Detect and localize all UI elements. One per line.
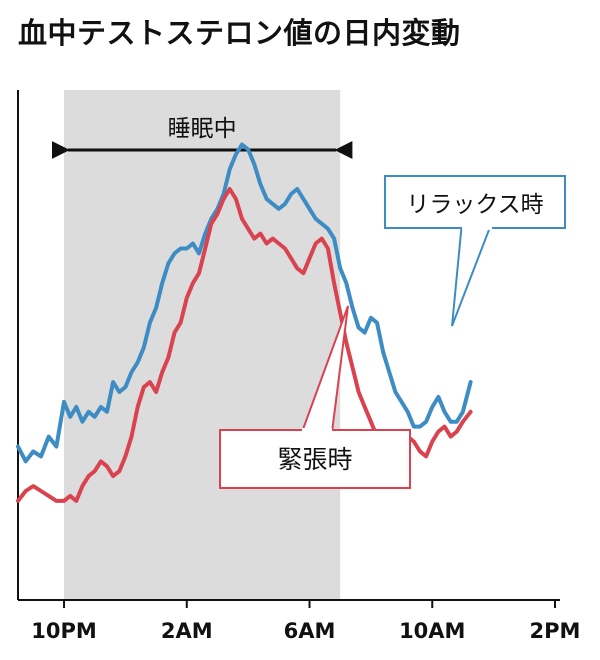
relax-callout-text: リラックス時 [406, 192, 543, 218]
tense-callout-text: 緊張時 [277, 445, 352, 474]
x-tick-group: 10PM 2AM 6AM 10AM 2PM [31, 600, 580, 643]
x-tick-label: 2AM [161, 619, 213, 643]
sleep-label: 睡眠中 [168, 116, 237, 142]
tense-callout-box [219, 429, 411, 489]
tense-callout: 緊張時 [219, 305, 411, 489]
x-tick-label: 2PM [530, 619, 581, 643]
x-tick-label: 10PM [31, 619, 97, 643]
x-tick-label: 10AM [399, 619, 465, 643]
x-tick-label: 6AM [284, 619, 336, 643]
series-line-relax [16, 142, 473, 464]
relax-callout-pointer [451, 221, 494, 327]
sleep-period-band [64, 90, 341, 600]
chart-title: 血中テストステロン値の日内変動 [18, 16, 461, 50]
relax-callout-box [384, 175, 566, 229]
relax-callout: リラックス時 [384, 175, 566, 327]
